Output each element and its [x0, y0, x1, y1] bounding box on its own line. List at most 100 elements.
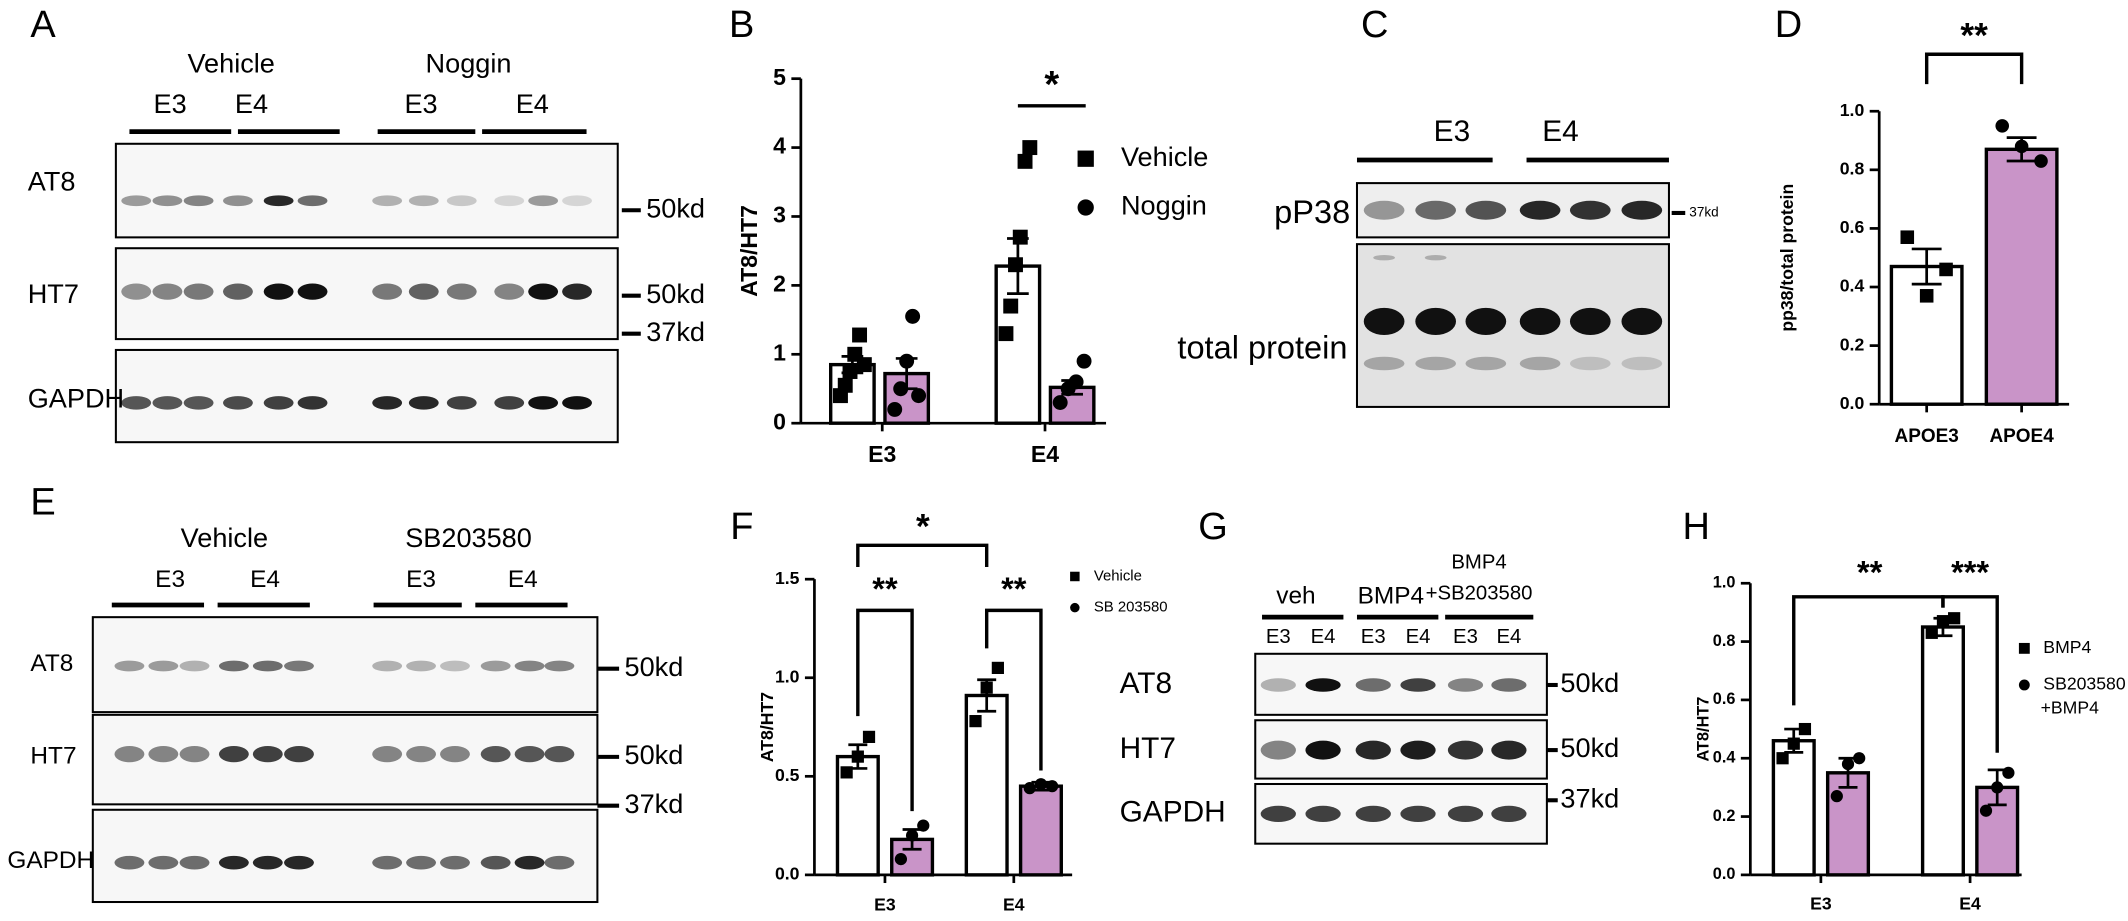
band: [284, 660, 314, 672]
x-tick-label: E3: [874, 895, 896, 915]
group-label: veh: [1276, 582, 1315, 609]
band: [1363, 307, 1405, 336]
data-point: [1052, 395, 1068, 410]
y-tick-label: 5: [773, 64, 786, 90]
size-marker: 50kd: [646, 192, 705, 223]
error-bar: [841, 355, 864, 375]
band: [1491, 678, 1527, 692]
error-bar: [1784, 727, 1804, 754]
y-axis-label: AT8/HT7: [757, 692, 777, 762]
band: [223, 283, 253, 300]
group-label: Vehicle: [181, 522, 268, 553]
data-point: [1919, 289, 1934, 303]
significance-bracket: [856, 608, 914, 812]
group-label: SB203580: [405, 522, 532, 553]
row-label: AT8: [30, 650, 73, 677]
y-tick-label: 0.0: [1713, 865, 1736, 883]
band: [562, 283, 592, 300]
legend-label: Vehicle: [1121, 141, 1208, 172]
band: [1373, 255, 1395, 261]
row-label: GAPDH: [1120, 796, 1226, 829]
x-tick-label: E4: [1031, 441, 1059, 467]
y-tick-label: 0.4: [1840, 276, 1865, 296]
legend-marker: [1077, 150, 1094, 167]
significance-label: *: [1044, 64, 1059, 106]
row-label: HT7: [30, 742, 76, 769]
y-tick-label: 1.0: [1840, 100, 1865, 120]
group-label: +SB203580: [1426, 582, 1533, 604]
band: [440, 746, 470, 763]
band: [372, 660, 403, 672]
band: [446, 396, 477, 410]
significance-label: **: [1960, 16, 1988, 55]
band: [494, 396, 525, 410]
row-label: total protein: [1177, 330, 1347, 366]
x-tick-label: APOE3: [1895, 426, 1959, 447]
legend-marker: [2018, 679, 2030, 691]
band: [1465, 307, 1507, 336]
legend-marker: [2018, 642, 2030, 654]
band: [297, 283, 328, 300]
band: [562, 396, 592, 410]
band: [1569, 356, 1611, 371]
blot-box: [91, 616, 599, 714]
data-point: [1995, 119, 2010, 133]
band: [284, 855, 314, 870]
lane-label: E3: [155, 566, 185, 593]
legend-marker: [1070, 571, 1080, 582]
band: [263, 195, 294, 207]
band: [1447, 740, 1484, 760]
blot-box: [91, 808, 599, 904]
band: [494, 283, 525, 300]
blot-box: [114, 142, 619, 239]
band: [1355, 740, 1391, 760]
band: [179, 855, 210, 870]
error-bar: [895, 357, 918, 391]
band: [121, 283, 152, 300]
lane-label: E3: [1361, 626, 1386, 648]
error-bar: [2006, 136, 2037, 163]
band: [183, 195, 214, 207]
blot-box: [1355, 243, 1670, 408]
band: [1424, 255, 1447, 261]
error-bar: [902, 828, 922, 851]
band: [1491, 740, 1527, 760]
band: [1519, 356, 1561, 371]
band: [480, 660, 511, 672]
band: [1260, 678, 1296, 692]
band: [297, 195, 328, 207]
band: [406, 746, 436, 763]
band: [1519, 307, 1561, 336]
band: [1415, 307, 1457, 336]
data-point: [1979, 804, 1993, 817]
y-tick-label: 1.5: [775, 568, 800, 588]
data-point: [1798, 722, 1812, 736]
y-axis-label: AT8/HT7: [1695, 697, 1713, 762]
data-point: [837, 377, 853, 393]
error-bar: [1007, 237, 1029, 296]
y-tick-label: 0.6: [1713, 690, 1736, 708]
band: [514, 855, 545, 870]
bar: [1018, 784, 1063, 877]
lane-label: E4: [1496, 626, 1521, 648]
band: [372, 855, 403, 870]
y-tick-label: 0.2: [1713, 807, 1736, 825]
band: [1465, 356, 1507, 371]
band: [514, 660, 545, 672]
y-tick-label: 2: [773, 270, 786, 296]
bar: [1984, 147, 2059, 406]
legend-label: Vehicle: [1094, 567, 1142, 584]
y-tick-label: 0: [773, 408, 786, 434]
row-label: HT7: [28, 278, 79, 309]
data-point: [856, 357, 872, 373]
significance-label: *: [916, 507, 930, 546]
panel-label: E: [30, 482, 55, 524]
band: [179, 746, 210, 763]
data-point: [1012, 229, 1028, 245]
band: [1415, 200, 1457, 220]
bar: [1920, 625, 1965, 877]
size-marker: 50kd: [1560, 667, 1619, 698]
band: [446, 195, 477, 207]
